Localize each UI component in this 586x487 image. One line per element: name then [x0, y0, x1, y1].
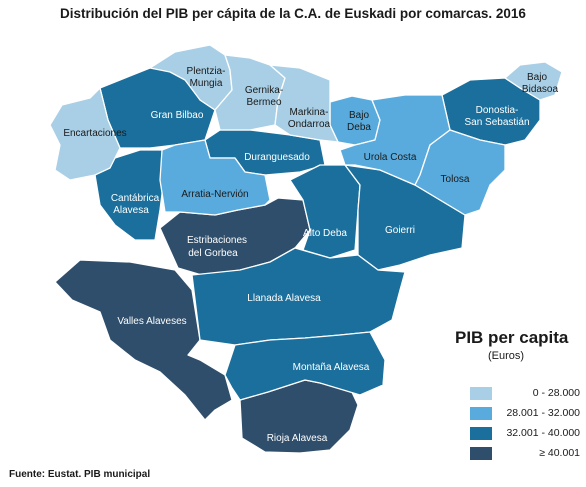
label-valles-alaveses: Valles Alaveses: [117, 316, 186, 327]
label-plentzia-l2: Mungia: [190, 78, 223, 89]
label-tolosa: Tolosa: [441, 174, 470, 185]
label-estribaciones-l2: del Gorbea: [188, 248, 238, 259]
label-cantabrica-l2: Alavesa: [113, 205, 149, 216]
svg-text:Urola Costa: Urola Costa: [364, 152, 417, 163]
legend-swatch: [470, 406, 492, 420]
region-tolosa[interactable]: [414, 129, 506, 216]
label-gran-bilbao: Gran Bilbao: [151, 110, 204, 121]
svg-text:Gernika-: Gernika-: [245, 85, 283, 96]
svg-text:del Gorbea: del Gorbea: [188, 248, 238, 259]
legend-swatch: [470, 446, 492, 460]
svg-text:Arratia-Nervión: Arratia-Nervión: [181, 189, 248, 200]
region-arratia-nervion[interactable]: [159, 139, 271, 216]
label-gernika-l2: Bermeo: [246, 97, 281, 108]
region-cantabrica-alavesa[interactable]: [94, 149, 166, 241]
label-llanada-alavesa: Llanada Alavesa: [247, 293, 321, 304]
label-estribaciones-l1: Estribaciones: [187, 235, 247, 246]
svg-text:Estribaciones: Estribaciones: [187, 235, 247, 246]
svg-text:Goierri: Goierri: [385, 225, 415, 236]
label-cantabrica-l1: Cantábrica: [111, 193, 160, 204]
legend-label: ≥ 40.001: [539, 447, 580, 459]
source-note: Fuente: Eustat. PIB municipal: [9, 469, 151, 480]
label-bajo-deba-l1: Bajo: [349, 110, 369, 121]
svg-text:Tolosa: Tolosa: [441, 174, 470, 185]
label-donostia-l2: San Sebastián: [464, 117, 529, 128]
legend-swatch: [470, 426, 492, 440]
svg-text:Markina-: Markina-: [290, 107, 329, 118]
svg-text:Alavesa: Alavesa: [113, 205, 149, 216]
region-valles-alaveses[interactable]: [54, 259, 233, 421]
legend-label: 32.001 - 40.000: [506, 427, 580, 439]
legend-item: 32.001 - 40.000: [470, 425, 580, 441]
svg-text:Ondarroa: Ondarroa: [288, 119, 331, 130]
legend-subtitle: (Euros): [488, 350, 525, 362]
svg-text:Duranguesado: Duranguesado: [244, 152, 310, 163]
svg-text:Cantábrica: Cantábrica: [111, 193, 160, 204]
legend-item: 0 - 28.000: [470, 385, 580, 401]
legend: 0 - 28.000 28.001 - 32.000 32.001 - 40.0…: [470, 385, 580, 465]
label-duranguesado: Duranguesado: [244, 152, 310, 163]
svg-text:Llanada Alavesa: Llanada Alavesa: [247, 293, 321, 304]
legend-item: ≥ 40.001: [470, 445, 580, 461]
svg-text:Bajo: Bajo: [527, 72, 547, 83]
region-alto-deba[interactable]: [289, 164, 361, 259]
label-bajo-deba-l2: Deba: [347, 122, 371, 133]
label-encartaciones: Encartaciones: [63, 128, 126, 139]
svg-text:Donostia-: Donostia-: [476, 105, 519, 116]
region-markina-ondarroa[interactable]: [269, 64, 339, 143]
label-arratia-nervion: Arratia-Nervión: [181, 189, 248, 200]
label-markina-l1: Markina-: [290, 107, 329, 118]
label-rioja-alavesa: Rioja Alavesa: [267, 433, 328, 444]
svg-text:Bidasoa: Bidasoa: [522, 84, 559, 95]
svg-text:Bermeo: Bermeo: [246, 97, 281, 108]
svg-text:Rioja Alavesa: Rioja Alavesa: [267, 433, 328, 444]
svg-text:Gran Bilbao: Gran Bilbao: [151, 110, 204, 121]
svg-text:Alto Deba: Alto Deba: [303, 228, 347, 239]
svg-text:Mungia: Mungia: [190, 78, 223, 89]
label-alto-deba: Alto Deba: [303, 228, 347, 239]
region-gernika-bermeo[interactable]: [214, 54, 286, 131]
svg-text:Montaña Alavesa: Montaña Alavesa: [293, 362, 370, 373]
label-markina-l2: Ondarroa: [288, 119, 331, 130]
legend-label: 0 - 28.000: [532, 387, 580, 399]
region-encartaciones[interactable]: [49, 87, 121, 181]
svg-text:Valles Alaveses: Valles Alaveses: [117, 316, 186, 327]
region-urola-costa[interactable]: [339, 94, 451, 186]
label-montana-alavesa: Montaña Alavesa: [293, 362, 370, 373]
svg-text:Bajo: Bajo: [349, 110, 369, 121]
region-montana-alavesa[interactable]: [224, 331, 386, 401]
region-bajo-bidasoa[interactable]: [504, 61, 563, 101]
legend-title: PIB per capita: [455, 328, 569, 347]
label-urola-costa: Urola Costa: [364, 152, 417, 163]
label-donostia-l1: Donostia-: [476, 105, 519, 116]
label-bidasoa-l2: Bidasoa: [522, 84, 559, 95]
legend-swatch: [470, 386, 492, 400]
map-title: Distribución del PIB per cápita de la C.…: [60, 6, 526, 21]
legend-item: 28.001 - 32.000: [470, 405, 580, 421]
label-plentzia-l1: Plentzia-: [187, 66, 226, 77]
svg-text:Deba: Deba: [347, 122, 371, 133]
svg-text:San Sebastián: San Sebastián: [464, 117, 529, 128]
label-bidasoa-l1: Bajo: [527, 72, 547, 83]
svg-text:Encartaciones: Encartaciones: [63, 128, 126, 139]
svg-text:Plentzia-: Plentzia-: [187, 66, 226, 77]
label-goierri: Goierri: [385, 225, 415, 236]
label-gernika-l1: Gernika-: [245, 85, 283, 96]
legend-label: 28.001 - 32.000: [506, 407, 580, 419]
